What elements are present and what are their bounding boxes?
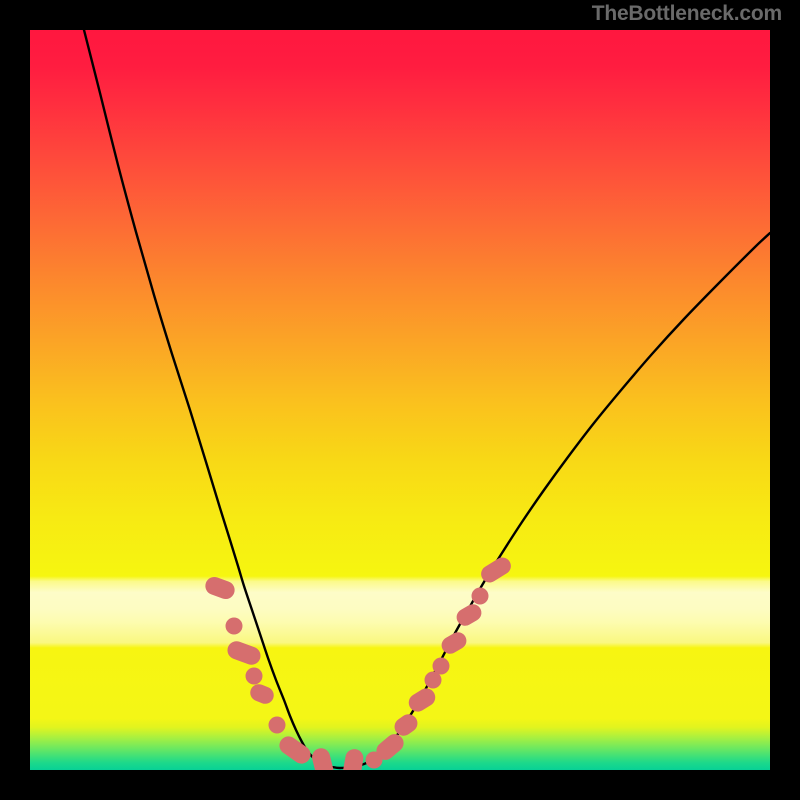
chart-background bbox=[30, 30, 770, 770]
chart-frame: TheBottleneck.com bbox=[0, 0, 800, 800]
marker-dot bbox=[226, 618, 243, 635]
chart-svg bbox=[30, 30, 770, 770]
marker-dot bbox=[269, 717, 286, 734]
watermark-text: TheBottleneck.com bbox=[592, 2, 782, 26]
marker-dot bbox=[472, 588, 489, 605]
plot-area bbox=[30, 30, 770, 770]
marker-dot bbox=[246, 668, 263, 685]
marker-dot bbox=[433, 658, 450, 675]
